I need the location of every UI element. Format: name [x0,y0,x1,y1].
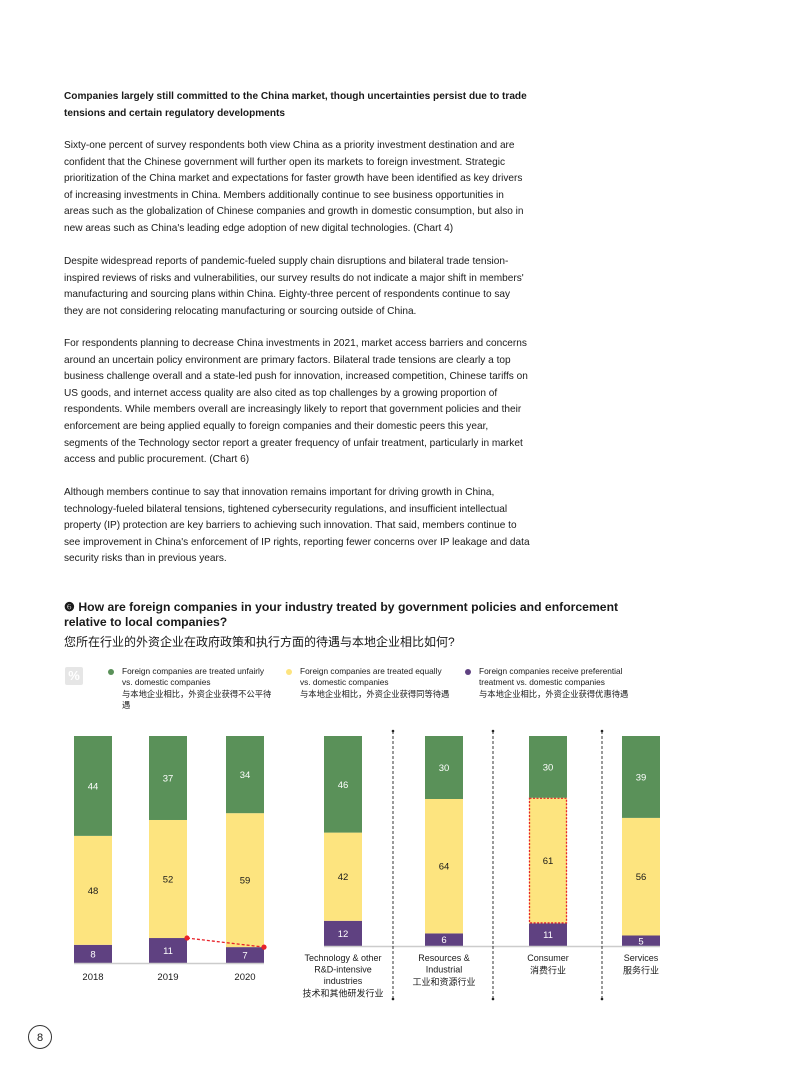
bar-unfair [226,736,264,814]
data-label: 30 [543,762,554,773]
data-label: 39 [636,772,647,783]
bar-preferential [529,923,567,946]
x-tick-label: Technology & other [304,953,381,963]
x-tick-label: 2018 [82,972,103,983]
separator-dot [600,997,604,1001]
highlight-outline [528,797,568,924]
legend-dot-icon [108,669,114,675]
bar-preferential [149,938,187,963]
legend-label: Foreign companies are treated unfairly v… [122,666,265,688]
trend-line [186,937,265,948]
bar-unfair [74,736,112,836]
legend-label-cn: 与本地企业相比，外资企业获得不公平待遇 [122,688,272,710]
data-label: 11 [543,930,553,941]
paragraph: Although members continue to say that in… [64,487,530,565]
separator-dot [391,997,395,1001]
bar-preferential [74,944,112,963]
percent-badge: % [65,667,83,685]
separator-dot [491,729,495,733]
data-label: 44 [88,781,99,792]
chart-title-cn: 您所在行业的外资企业在政府政策和执行方面的待遇与本地企业相比如何? [64,635,455,649]
paragraph: Despite widespread reports of pandemic-f… [64,256,524,317]
x-tick-label-cn: 消费行业 [530,965,566,976]
bar-equal [622,817,660,936]
bar-equal [529,797,567,924]
legend-label-cn: 与本地企业相比，外资企业获得同等待遇 [300,688,450,699]
bar-preferential [324,920,362,946]
bar-equal [74,835,112,945]
x-tick-label-cn: 工业和资源行业 [412,976,475,987]
legend-item-preferential: Foreign companies receive preferential t… [465,666,659,700]
data-label: 11 [163,946,173,957]
chart-title-text: How are foreign companies in your indust… [64,600,619,629]
x-tick-label: Industrial [426,965,463,975]
data-label: 46 [338,780,349,791]
x-tick-label: R&D-intensive [314,965,372,975]
bar-preferential [425,933,463,946]
bar-equal [149,819,187,939]
trend-point [261,944,267,950]
legend-label-cn: 与本地企业相比，外资企业获得优惠待遇 [479,688,629,699]
bar-unfair [529,736,567,798]
data-label: 7 [242,951,247,962]
data-label: 6 [441,935,446,946]
x-tick-label-cn: 服务行业 [623,965,659,976]
x-tick-label: 2019 [157,972,178,983]
legend-item-unfair: Foreign companies are treated unfairly v… [108,666,302,711]
chart-number-icon: ❻ [64,600,75,614]
x-tick-label: industries [324,976,363,986]
data-label: 37 [163,773,174,784]
bar-equal [425,799,463,934]
data-label: 61 [543,856,554,867]
x-tick-label-cn: 技术和其他研发行业 [302,988,383,999]
x-tick-label: Consumer [527,953,569,963]
bar-unfair [622,736,660,818]
bar-preferential [226,947,264,963]
x-tick-label: 2020 [234,972,255,983]
bar-preferential [622,935,660,946]
separator-dot [600,729,604,733]
bar-equal [324,832,362,921]
data-label: 64 [439,862,450,873]
data-label: 12 [338,929,349,940]
x-tick-label: Resources & [418,953,470,963]
legend-label: Foreign companies receive preferential t… [479,666,623,688]
bar-unfair [324,736,362,833]
trend-point [184,935,190,941]
paragraph: Sixty-one percent of survey respondents … [64,140,524,234]
legend-label: Foreign companies are treated equally vs… [300,666,442,688]
bar-unfair [425,736,463,799]
data-label: 56 [636,872,647,883]
data-label: 5 [638,936,643,947]
data-label: 8 [90,949,95,960]
bar-unfair [149,736,187,820]
data-label: 59 [240,876,251,887]
x-tick-label: Services [624,953,659,963]
page-number: 8 [28,1025,52,1049]
chart-title: ❻ How are foreign companies in your indu… [64,600,654,630]
data-label: 48 [88,886,99,897]
bar-equal [226,813,264,948]
separator-dot [491,997,495,1001]
data-label: 30 [439,763,450,774]
data-label: 34 [240,770,251,781]
legend-dot-icon [465,669,471,675]
separator-dot [391,729,395,733]
data-label: 52 [163,875,174,886]
section-heading: Companies largely still committed to the… [64,91,527,119]
paragraph: For respondents planning to decrease Chi… [64,338,528,466]
legend-item-equal: Foreign companies are treated equally vs… [286,666,480,700]
data-label: 42 [338,872,349,883]
legend-dot-icon [286,669,292,675]
